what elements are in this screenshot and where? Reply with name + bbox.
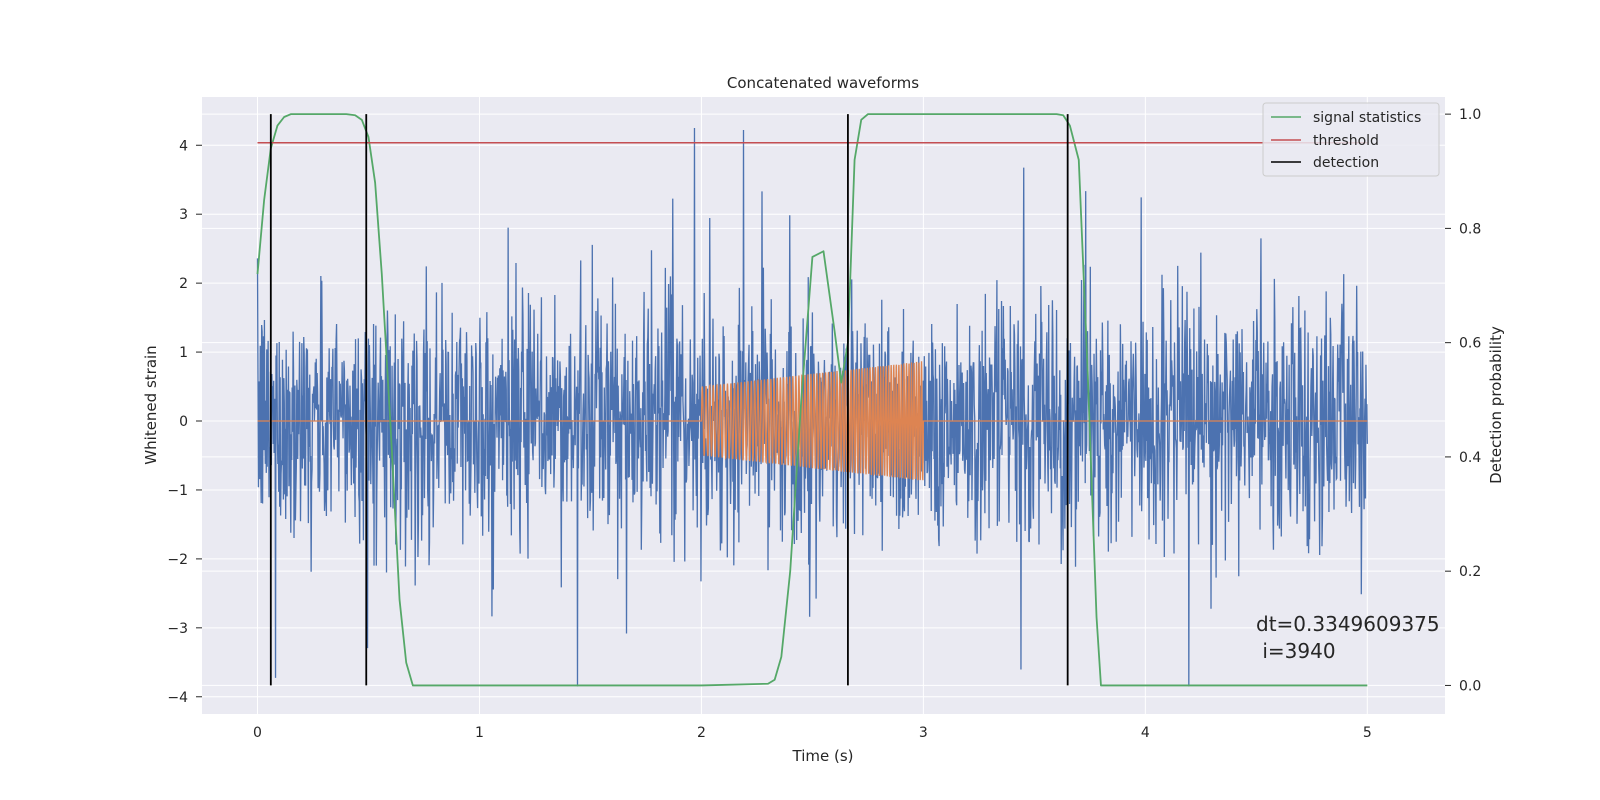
y-tick-label: −1: [167, 483, 188, 499]
x-axis-label: Time (s): [792, 747, 854, 765]
x-tick-label: 4: [1141, 725, 1150, 741]
chart-title: Concatenated waveforms: [727, 74, 919, 92]
y-right-tick-label: 0.2: [1459, 564, 1481, 580]
y-axis-right-label: Detection probability: [1487, 326, 1505, 484]
series-injected-signal: [257, 361, 1368, 481]
y-tick-label: 4: [179, 138, 188, 154]
series-group: [256, 113, 1368, 687]
series-noise: [256, 128, 1368, 687]
legend: signal statistics threshold detection: [1262, 102, 1440, 177]
y-tick-label: 2: [179, 276, 188, 292]
legend-label-detection: detection: [1313, 155, 1379, 171]
y-tick-label: 1: [179, 345, 188, 361]
y-right-tick-label: 0.6: [1459, 336, 1481, 352]
y-tick-label: −4: [167, 690, 188, 706]
legend-box: [1262, 102, 1440, 177]
y-tick-label: 0: [179, 414, 188, 430]
annotation-dt: dt=0.3349609375: [1256, 612, 1440, 636]
legend-label-signal-statistics: signal statistics: [1313, 110, 1421, 126]
x-tick-label: 2: [697, 725, 706, 741]
x-tick-label: 3: [919, 725, 928, 741]
y-right-tick-label: 1.0: [1459, 107, 1481, 123]
annotation-i: i=3940: [1256, 639, 1336, 663]
ticks: 0 1 2 3 4 5 4 3 2 1 0 −1 −2 −3 −4 1.0 0.8 0.6 0.4 0.2 0.0: [167, 107, 1481, 741]
y-axis-label: Whitened strain: [142, 345, 160, 464]
y-tick-label: −2: [167, 552, 188, 568]
x-tick-label: 5: [1363, 725, 1372, 741]
y-right-tick-label: 0.8: [1459, 221, 1481, 237]
series-signal-statistics: [256, 113, 1368, 687]
x-tick-label: 0: [253, 725, 262, 741]
y-right-tick-label: 0.4: [1459, 450, 1481, 466]
y-right-tick-label: 0.0: [1459, 678, 1481, 694]
y-tick-label: 3: [179, 207, 188, 223]
legend-label-threshold: threshold: [1313, 133, 1379, 149]
y-tick-label: −3: [167, 621, 188, 637]
x-tick-label: 1: [475, 725, 484, 741]
